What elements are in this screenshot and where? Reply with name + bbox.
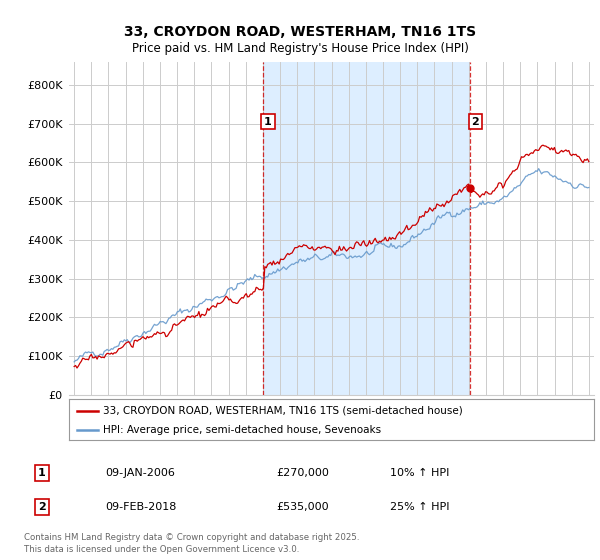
- Text: 2: 2: [38, 502, 46, 512]
- Text: 10% ↑ HPI: 10% ↑ HPI: [390, 468, 449, 478]
- Text: 09-FEB-2018: 09-FEB-2018: [105, 502, 176, 512]
- Text: Contains HM Land Registry data © Crown copyright and database right 2025.
This d: Contains HM Land Registry data © Crown c…: [24, 533, 359, 554]
- Text: 1: 1: [38, 468, 46, 478]
- Bar: [263, 62, 470, 395]
- Text: 1: 1: [264, 116, 272, 127]
- Text: 09-JAN-2006: 09-JAN-2006: [105, 468, 175, 478]
- Text: 25% ↑ HPI: 25% ↑ HPI: [390, 502, 449, 512]
- Text: Price paid vs. HM Land Registry's House Price Index (HPI): Price paid vs. HM Land Registry's House …: [131, 42, 469, 55]
- Text: 33, CROYDON ROAD, WESTERHAM, TN16 1TS: 33, CROYDON ROAD, WESTERHAM, TN16 1TS: [124, 25, 476, 39]
- Text: HPI: Average price, semi-detached house, Sevenoaks: HPI: Average price, semi-detached house,…: [103, 424, 381, 435]
- Text: £270,000: £270,000: [276, 468, 329, 478]
- Text: 2: 2: [472, 116, 479, 127]
- Text: £535,000: £535,000: [276, 502, 329, 512]
- Text: 33, CROYDON ROAD, WESTERHAM, TN16 1TS (semi-detached house): 33, CROYDON ROAD, WESTERHAM, TN16 1TS (s…: [103, 405, 463, 416]
